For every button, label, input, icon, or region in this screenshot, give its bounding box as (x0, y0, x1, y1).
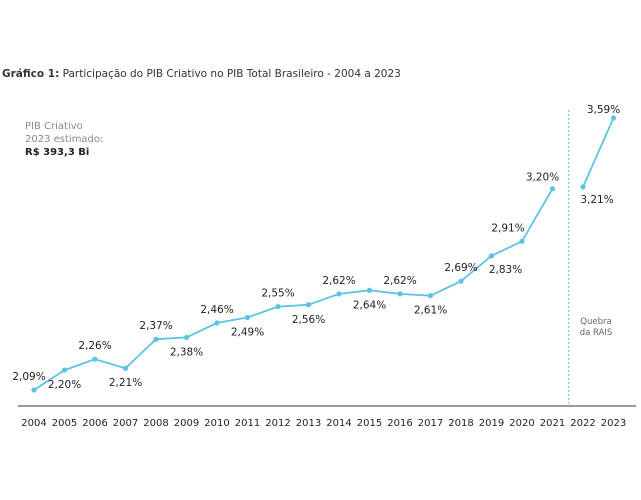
estimate-note: PIB Criativo 2023 estimado: R$ 393,3 Bi (25, 120, 103, 159)
data-point (275, 303, 281, 310)
data-label: 3,20% (526, 172, 559, 184)
data-label: 2,46% (200, 304, 233, 316)
data-point (366, 287, 373, 293)
series-line-segment (33, 188, 554, 391)
note-line-2: 2023 estimado: (25, 134, 104, 145)
data-label: 2,55% (261, 288, 294, 300)
data-point (92, 356, 98, 362)
data-label: 2,62% (383, 275, 416, 287)
chart-title-text: Participação do PIB Criativo no PIB Tota… (62, 68, 401, 80)
data-label: 2,69% (444, 262, 477, 274)
data-label: 2,83% (489, 264, 522, 276)
x-tick-label: 2021 (540, 418, 565, 429)
data-label: 2,62% (322, 275, 355, 287)
x-tick-label: 2007 (113, 418, 138, 429)
chart-title: Gráfico 1: Participação do PIB Criativo … (2, 68, 401, 80)
data-label: 3,21% (580, 194, 613, 206)
data-point (458, 278, 464, 284)
data-point (336, 291, 342, 297)
data-point (122, 365, 129, 371)
x-tick-label: 2022 (570, 418, 595, 429)
data-point (244, 314, 251, 321)
x-tick-label: 2010 (204, 418, 229, 429)
x-tick-label: 2012 (265, 418, 290, 429)
x-tick-label: 2015 (357, 418, 382, 429)
data-label: 2,38% (170, 346, 203, 358)
chart-title-prefix: Gráfico 1: (2, 68, 60, 80)
data-point (397, 291, 403, 297)
data-point (610, 115, 617, 121)
x-tick-label: 2020 (509, 418, 534, 429)
series-line-segment (582, 117, 615, 188)
x-tick-label: 2023 (601, 418, 626, 429)
data-point (214, 320, 220, 326)
data-point (427, 293, 434, 299)
data-label: 2,21% (109, 377, 142, 389)
x-tick-label: 2013 (296, 418, 321, 429)
data-point (580, 184, 586, 190)
x-tick-label: 2014 (326, 418, 351, 429)
data-label: 3,59% (587, 104, 620, 116)
data-point (519, 238, 525, 244)
data-point (488, 253, 495, 259)
x-tick-label: 2008 (143, 418, 168, 429)
data-label: 2,56% (292, 314, 325, 326)
x-tick-label: 2011 (235, 418, 260, 429)
data-label: 2,26% (78, 340, 111, 352)
x-tick-label: 2016 (387, 418, 412, 429)
break-label-line-1: Quebra (580, 317, 612, 327)
x-tick-label: 2009 (174, 418, 199, 429)
break-label-line-2: da RAIS (579, 328, 613, 338)
note-value: R$ 393,3 Bi (25, 147, 90, 158)
data-point (31, 387, 37, 393)
data-point (305, 302, 312, 308)
x-tick-label: 2005 (52, 418, 77, 429)
x-tick-label: 2004 (21, 418, 46, 429)
x-tick-label: 2018 (448, 418, 473, 429)
data-label: 2,64% (353, 299, 386, 311)
data-label: 2,20% (48, 379, 81, 391)
data-point (153, 336, 159, 342)
data-label: 2,91% (491, 222, 524, 234)
note-line-1: PIB Criativo (25, 121, 83, 132)
data-label: 2,61% (414, 305, 447, 317)
x-tick-label: 2006 (82, 418, 107, 429)
rais-break-label: Quebra da RAIS (578, 317, 614, 339)
data-point (549, 186, 556, 192)
data-label: 2,09% (12, 371, 45, 383)
data-label: 2,49% (231, 326, 264, 338)
x-tick-label: 2019 (479, 418, 504, 429)
data-label: 2,37% (139, 320, 172, 332)
x-tick-label: 2017 (418, 418, 443, 429)
data-point (61, 367, 68, 373)
data-point (183, 334, 190, 341)
